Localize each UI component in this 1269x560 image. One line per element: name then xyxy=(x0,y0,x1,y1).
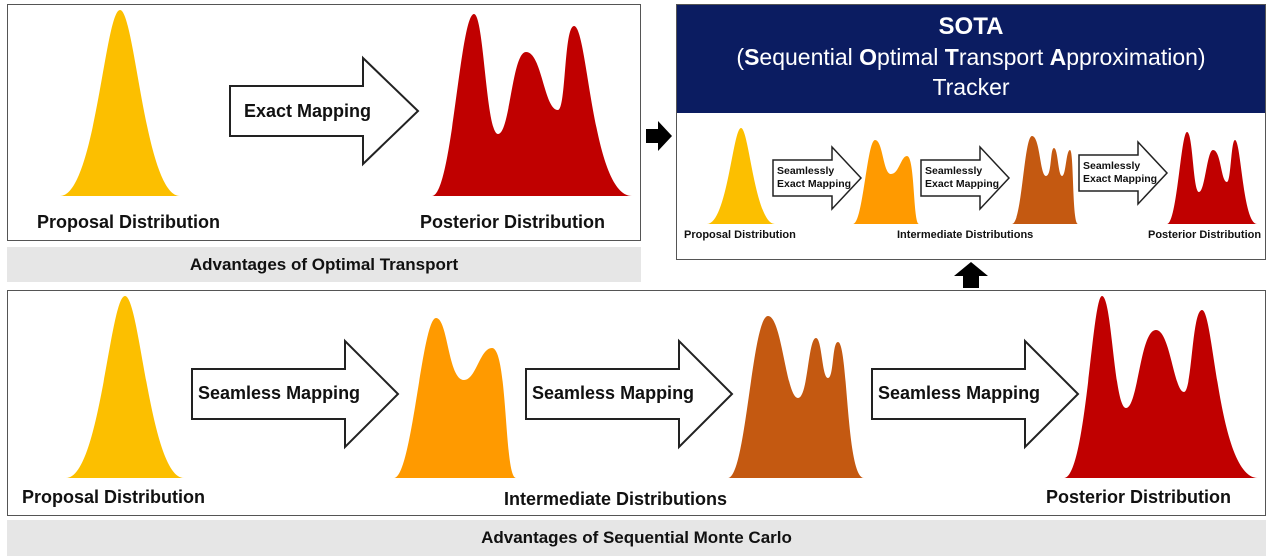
smc-intermediate-distribution-2-shape xyxy=(728,316,864,478)
sota-mapping-arrow-1 xyxy=(772,145,863,211)
ot-exact-mapping-label: Exact Mapping xyxy=(244,101,372,121)
sota-mapping-arrow-3 xyxy=(1078,140,1169,206)
smc-seamless-mapping-arrow-2 xyxy=(525,338,734,450)
smc-posterior-label: Posterior Distribution xyxy=(1046,487,1232,507)
ot-posterior-label: Posterior Distribution xyxy=(420,212,606,232)
up-block-arrow-icon xyxy=(954,262,988,288)
right-block-arrow-icon xyxy=(646,121,672,151)
smc-seamless-mapping-arrow-1 xyxy=(191,338,400,450)
sota-proposal-label: Proposal Distribution xyxy=(684,229,796,241)
sota-arrow-label-3: Seamlessly Exact Mapping xyxy=(1083,160,1158,185)
ot-exact-mapping-arrow xyxy=(229,55,420,167)
smc-arrow-label-1: Seamless Mapping xyxy=(198,383,361,403)
sota-mapping-arrow-2 xyxy=(920,145,1011,211)
ot-proposal-distribution-shape xyxy=(60,10,180,196)
sota-intermediate-distribution-2-shape xyxy=(1012,136,1078,224)
smc-posterior-distribution-shape xyxy=(1064,296,1258,478)
sota-arrow-label-1: Seamlessly Exact Mapping xyxy=(777,165,852,190)
sota-intermediate-distribution-1-shape xyxy=(853,140,919,224)
smc-proposal-distribution-shape xyxy=(66,296,184,478)
smc-arrow-label-2: Seamless Mapping xyxy=(532,383,695,403)
sota-tracker-label: Tracker xyxy=(932,74,1010,100)
smc-proposal-label: Proposal Distribution xyxy=(22,487,206,507)
sota-proposal-distribution-shape xyxy=(707,128,775,224)
ot-posterior-distribution-shape xyxy=(432,14,632,196)
sota-subtitle: (Sequential Optimal Transport Approximat… xyxy=(736,44,1206,70)
sota-intermediate-label: Intermediate Distributions xyxy=(897,229,1034,241)
sota-posterior-distribution-shape xyxy=(1167,132,1257,224)
sota-arrow-label-2: Seamlessly Exact Mapping xyxy=(925,165,1000,190)
smc-advantages-banner: Advantages of Sequential Monte Carlo xyxy=(7,520,1266,556)
smc-intermediate-distribution-1-shape xyxy=(394,318,516,478)
ot-proposal-label: Proposal Distribution xyxy=(37,212,221,232)
ot-advantages-banner: Advantages of Optimal Transport xyxy=(7,247,641,282)
sota-posterior-label: Posterior Distribution xyxy=(1148,229,1262,241)
smc-intermediate-label: Intermediate Distributions xyxy=(504,489,728,509)
smc-seamless-mapping-arrow-3 xyxy=(871,338,1080,450)
sota-title: SOTA xyxy=(938,13,1004,40)
smc-arrow-label-3: Seamless Mapping xyxy=(878,383,1041,403)
sota-header: SOTA (Sequential Optimal Transport Appro… xyxy=(677,5,1265,113)
